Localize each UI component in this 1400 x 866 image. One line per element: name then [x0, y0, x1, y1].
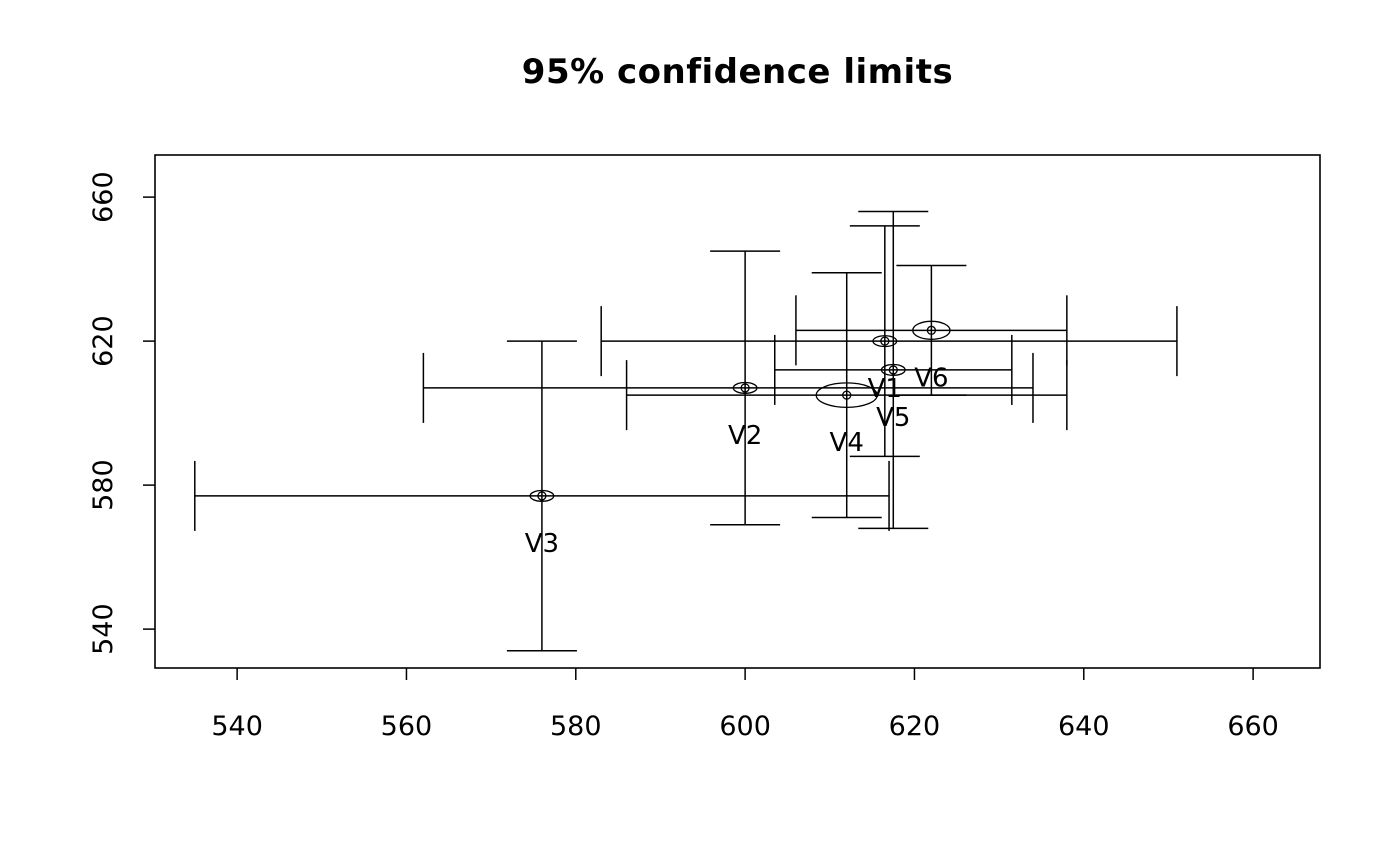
confidence-ellipse [872, 335, 898, 348]
x-tick-label: 620 [889, 711, 941, 742]
y-tick-label: 580 [88, 459, 119, 511]
point-label-V2: V2 [728, 421, 762, 451]
y-tick-label: 540 [88, 603, 119, 655]
y-tick-label: 620 [88, 315, 119, 367]
x-tick-label: 660 [1227, 711, 1279, 742]
center-marker [842, 390, 852, 400]
x-tick-label: 640 [1058, 711, 1110, 742]
confidence-ellipse [732, 381, 758, 394]
point-label-V4: V4 [830, 428, 864, 458]
x-tick-label: 580 [550, 711, 602, 742]
center-marker [880, 336, 890, 346]
y-axis: 540 580 620 660 [88, 171, 155, 655]
ci-group-V5: V5 [774, 210, 1013, 530]
plot-box [154, 154, 1321, 669]
center-marker [740, 383, 750, 393]
x-axis: 540 560 580 600 620 640 660 [211, 668, 1279, 742]
confidence-ellipse [529, 489, 555, 502]
confidence-ellipse [912, 320, 951, 340]
center-marker [888, 365, 898, 375]
ci-group-V3: V3 [194, 340, 890, 652]
ci-group-V6: V6 [795, 264, 1068, 396]
point-label-V5: V5 [876, 403, 910, 433]
y-tick-label: 660 [88, 171, 119, 223]
confidence-ellipse [880, 363, 906, 376]
point-label-V3: V3 [525, 529, 559, 559]
point-label-V6: V6 [914, 363, 948, 393]
confidence-ellipse [815, 382, 878, 409]
center-marker [926, 325, 937, 335]
ci-group-V4: V4 [625, 271, 1068, 519]
x-tick-label: 600 [719, 711, 771, 742]
x-tick-label: 540 [211, 711, 263, 742]
chart-title: 95% confidence limits [521, 52, 954, 92]
x-tick-label: 560 [381, 711, 433, 742]
center-marker [537, 491, 547, 501]
